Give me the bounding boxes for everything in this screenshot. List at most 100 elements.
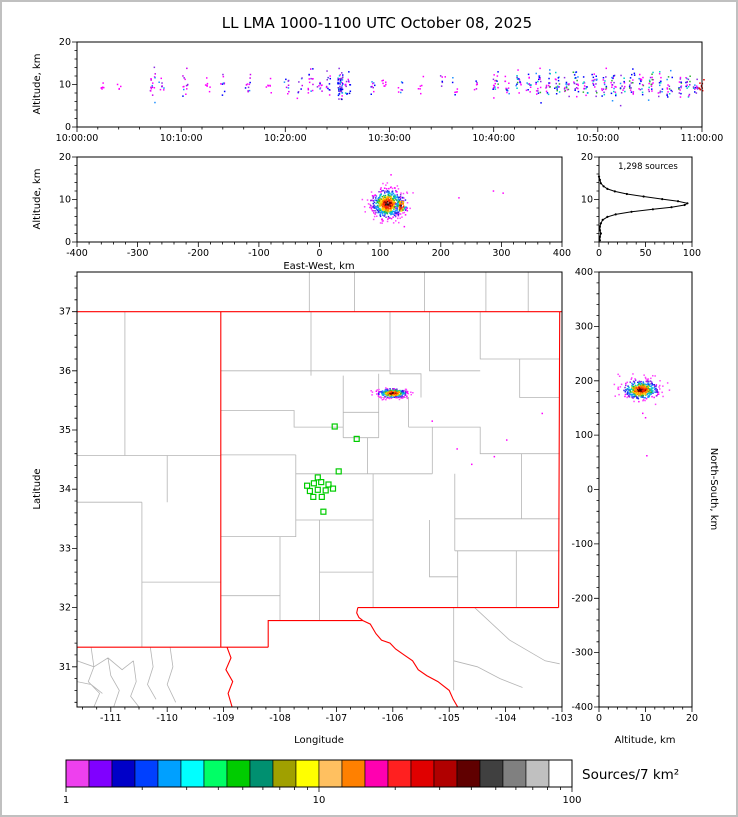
plan_view-y-tick-label: 35 [59, 425, 71, 436]
ew_height-tick-marks [74, 165, 77, 234]
time_height-tick-marks [72, 41, 77, 128]
plan_view-x-tick-label: -104 [495, 713, 517, 724]
alt_histogram-x-tick-label: 50 [639, 248, 651, 259]
ew-height-ylabel: Altitude, km [32, 169, 43, 230]
time_height-x-tick-label: 10:00:00 [56, 133, 99, 144]
colorbar-cell [525, 759, 550, 788]
ns_height-x-tick-label: 20 [686, 713, 698, 724]
ew_height-x-tick-label: 400 [553, 248, 571, 259]
plan_view-x-tick-label: -107 [326, 713, 348, 724]
colorbar-cell [180, 759, 205, 788]
plan_view-tick-marks [110, 707, 563, 712]
source-count-annotation: 1,298 sources [618, 162, 678, 172]
ns-height-ylabel: North-South, km [708, 448, 719, 531]
ns_height-tick-marks [598, 707, 693, 712]
plan_view-tick-marks [72, 311, 77, 668]
ns-height-points [613, 373, 671, 457]
colorbar-cell [479, 759, 504, 788]
colorbar-cell [502, 759, 527, 788]
colorbar-cell [272, 759, 297, 788]
colorbar-tick-label: 10 [313, 795, 326, 806]
time_height-frame [76, 41, 703, 128]
plan_view-frame [76, 271, 563, 708]
histogram-marker [686, 202, 689, 205]
ew_height-x-tick-label: 200 [432, 248, 450, 259]
ew_height-tick-marks [72, 156, 77, 243]
lma-station-marker [329, 485, 337, 492]
lma-station-marker [325, 481, 332, 488]
ns_height-x-tick-label: 10 [639, 713, 651, 724]
lma-station-marker [331, 423, 338, 430]
colorbar-cell [433, 759, 458, 788]
ns_height-tick-marks [596, 282, 599, 697]
ew_height-tick-marks [76, 242, 563, 247]
time-height-ylabel: Altitude, km [32, 54, 43, 115]
ew_height-y-tick-label: 20 [59, 152, 71, 163]
histogram-marker [601, 218, 604, 221]
ns_height-y-tick-label: -400 [571, 702, 593, 713]
altitude-histogram [597, 175, 689, 242]
lma-station-marker [306, 487, 313, 495]
colorbar-cell [295, 759, 320, 788]
colorbar-cell [65, 759, 90, 788]
colorbar-cell [203, 759, 228, 788]
histogram-marker [642, 195, 645, 198]
colorbar-label: Sources/7 km² [582, 767, 679, 783]
histogram-marker [625, 192, 629, 196]
ew_height-x-tick-label: -200 [188, 248, 210, 259]
alt_histogram-tick-marks [607, 242, 684, 245]
ns_height-frame [598, 271, 693, 708]
axes-layer: 10:00:00 10:10:00 10:20:00 10:30:00 10:40:00… [56, 37, 724, 724]
histogram-marker [613, 190, 616, 193]
alt_histogram-tick-marks [598, 242, 693, 247]
alt_histogram-x-tick-label: 100 [683, 248, 701, 259]
colorbar-tick-label: 100 [562, 795, 581, 806]
ns_height-y-tick-label: 0 [587, 485, 593, 496]
time_height-tick-marks [74, 50, 77, 119]
time_height-x-tick-label: 10:30:00 [368, 133, 411, 144]
alt_histogram-y-tick-label: 10 [581, 195, 593, 206]
county-boundaries [77, 272, 560, 707]
plan-view-points [370, 387, 543, 466]
lma-station-marker [314, 474, 321, 481]
histogram-marker [651, 208, 655, 211]
altitude-histogram-line [598, 176, 689, 241]
histogram-marker [599, 222, 603, 225]
colorbar-cell [548, 759, 573, 788]
ns_height-y-tick-label: 100 [575, 430, 593, 441]
state-borders [77, 311, 562, 707]
lma-station-marker [322, 487, 329, 494]
histogram-marker [661, 198, 664, 201]
colorbar-cell [157, 759, 182, 788]
colorbar-cell [134, 759, 159, 788]
histogram-marker [676, 200, 680, 203]
colorbar-cell [410, 759, 435, 788]
plan-view-ylabel: Latitude [32, 468, 43, 509]
ns_height-y-tick-label: 300 [575, 321, 593, 332]
time_height-tick-marks [76, 127, 703, 132]
histogram-marker [683, 203, 686, 207]
histogram-marker [606, 187, 609, 190]
time_height-x-tick-label: 10:50:00 [576, 133, 619, 144]
lma-station-marker [335, 468, 342, 475]
plan_view-y-tick-label: 36 [59, 366, 71, 377]
time_height-x-tick-label: 10:10:00 [160, 133, 203, 144]
ns_height-y-tick-label: -200 [571, 593, 593, 604]
ew_height-x-tick-label: -100 [248, 248, 270, 259]
colorbar-cell [226, 759, 251, 788]
colorbar: 1 10 100 [63, 759, 582, 806]
ew_height-tick-marks [88, 242, 551, 245]
plan_view-y-tick-label: 33 [59, 543, 71, 554]
plan_view-x-tick-label: -109 [213, 713, 235, 724]
ns_height-tick-marks [594, 271, 599, 708]
ns_height-y-tick-label: 400 [575, 267, 593, 278]
histogram-marker [630, 210, 633, 213]
lma-station-marker [304, 482, 311, 489]
colorbar-cell [456, 759, 481, 788]
ns_height-tick-marks [607, 707, 684, 710]
alt_histogram-tick-marks [594, 156, 599, 243]
colorbar-cell [249, 759, 274, 788]
time_height-y-tick-label: 10 [59, 80, 71, 91]
